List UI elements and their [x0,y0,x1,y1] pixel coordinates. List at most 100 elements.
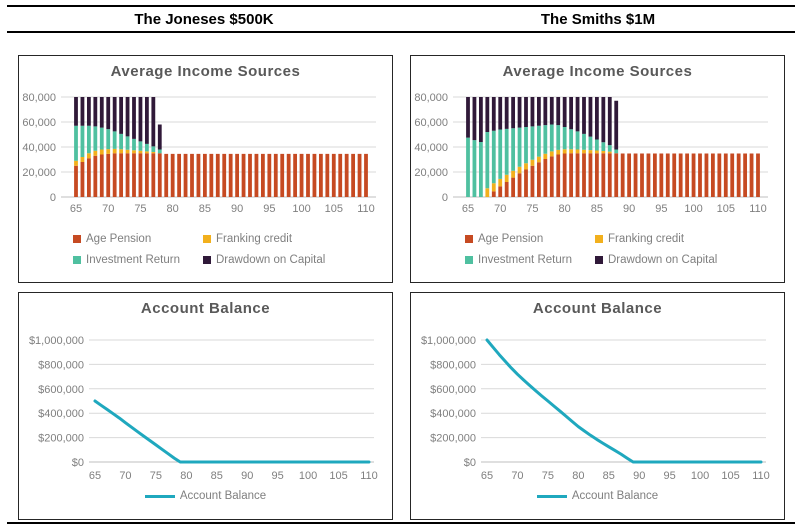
smiths-balance-plot: $0 $200,000 $400,000 $600,000 $800,000 $1,000… [421,335,770,482]
svg-text:0: 0 [50,192,56,204]
svg-text:110: 110 [360,470,378,482]
drawdown-swatch-icon [203,256,211,264]
balance-legend: Account Balance [411,490,784,502]
account-balance-line-swatch-icon [144,494,175,498]
svg-text:$800,000: $800,000 [38,359,84,371]
chart-title: Average Income Sources [110,63,301,80]
chart-title: Account Balance [532,300,663,317]
chart-title: Account Balance [140,300,271,317]
svg-text:95: 95 [655,203,667,215]
investment-return-swatch-icon [465,256,473,264]
svg-text:75: 75 [542,470,554,482]
svg-text:100: 100 [299,470,317,482]
svg-text:$600,000: $600,000 [430,384,476,396]
panel-joneses-income: Average Income Sources 0 20,000 40,000 60,0… [18,55,393,283]
legend-item-age-pension: Age Pension [465,233,595,245]
svg-text:$400,000: $400,000 [430,408,476,420]
comparison-header: The Joneses $500K The Smiths $1M [7,5,795,33]
bottom-divider [7,522,795,524]
svg-text:85: 85 [603,470,615,482]
svg-text:70: 70 [494,203,506,215]
panel-smiths-balance: Account Balance $0 $200,000 $400,000 $600,0… [410,292,785,520]
svg-text:0: 0 [442,192,448,204]
svg-text:20,000: 20,000 [414,167,448,179]
svg-text:$200,000: $200,000 [38,433,84,445]
svg-text:$800,000: $800,000 [430,359,476,371]
legend-item-franking-credit: Franking credit [203,233,392,245]
svg-text:60,000: 60,000 [414,117,448,129]
left-scenario-title: The Joneses $500K [134,11,274,28]
legend-label: Investment Return [478,254,572,266]
svg-text:95: 95 [263,203,275,215]
legend-label: Account Balance [179,490,267,502]
svg-text:$1,000,000: $1,000,000 [29,335,84,347]
svg-text:110: 110 [357,203,375,215]
drawdown-swatch-icon [595,256,603,264]
svg-text:80: 80 [572,470,584,482]
svg-text:$400,000: $400,000 [38,408,84,420]
svg-text:65: 65 [462,203,474,215]
svg-text:40,000: 40,000 [22,142,56,154]
svg-text:70: 70 [511,470,523,482]
svg-text:105: 105 [721,470,739,482]
franking-credit-swatch-icon [595,235,603,243]
smiths-income-plot: 0 20,000 40,000 60,000 80,000 65 70 75 80 85 90 95 1… [414,92,768,215]
svg-text:65: 65 [89,470,101,482]
svg-text:70: 70 [102,203,114,215]
svg-text:100: 100 [691,470,709,482]
legend-item-investment-return: Investment Return [73,254,203,266]
svg-text:80: 80 [180,470,192,482]
svg-text:105: 105 [329,470,347,482]
income-legend: Age Pension Franking credit Investment R… [411,233,784,266]
legend-item-investment-return: Investment Return [465,254,595,266]
svg-text:110: 110 [752,470,770,482]
svg-text:75: 75 [526,203,538,215]
investment-return-swatch-icon [73,256,81,264]
age-pension-swatch-icon [465,235,473,243]
svg-text:80: 80 [167,203,179,215]
balance-legend: Account Balance [19,490,392,502]
svg-text:80,000: 80,000 [414,92,448,104]
svg-text:100: 100 [292,203,310,215]
svg-text:85: 85 [199,203,211,215]
legend-item-drawdown: Drawdown on Capital [595,254,784,266]
svg-text:105: 105 [325,203,343,215]
joneses-balance-plot: $0 $200,000 $400,000 $600,000 $800,000 $1,000… [29,335,378,482]
svg-text:$0: $0 [464,457,476,469]
legend-label: Investment Return [86,254,180,266]
legend-item-franking-credit: Franking credit [595,233,784,245]
income-legend: Age Pension Franking credit Investment R… [19,233,392,266]
right-scenario-title: The Smiths $1M [540,11,656,28]
svg-text:$1,000,000: $1,000,000 [421,335,476,347]
svg-text:90: 90 [231,203,243,215]
svg-text:90: 90 [633,470,645,482]
legend-label: Age Pension [86,233,152,245]
panel-smiths-income: Average Income Sources 0 20,000 40,000 60,0… [410,55,785,283]
joneses-income-plot: 0 20,000 40,000 60,000 80,000 65 70 75 80 85 90 95 1… [22,92,376,215]
svg-text:75: 75 [134,203,146,215]
legend-label: Account Balance [571,490,659,502]
legend-label: Drawdown on Capital [216,254,326,266]
svg-text:65: 65 [481,470,493,482]
svg-text:65: 65 [70,203,82,215]
age-pension-swatch-icon [73,235,81,243]
svg-text:95: 95 [272,470,284,482]
legend-item-age-pension: Age Pension [73,233,203,245]
svg-text:80,000: 80,000 [22,92,56,104]
svg-text:$200,000: $200,000 [430,433,476,445]
svg-text:90: 90 [623,203,635,215]
franking-credit-swatch-icon [203,235,211,243]
svg-text:90: 90 [241,470,253,482]
chart-grid: Average Income Sources 0 20,000 40,000 60,0… [18,55,785,520]
svg-text:80: 80 [559,203,571,215]
legend-label: Drawdown on Capital [608,254,718,266]
svg-text:95: 95 [664,470,676,482]
svg-text:105: 105 [717,203,735,215]
svg-text:70: 70 [119,470,131,482]
svg-text:40,000: 40,000 [414,142,448,154]
chart-title: Average Income Sources [502,63,693,80]
panel-joneses-balance: Account Balance $0 $200,000 $400,000 $600,0… [18,292,393,520]
svg-text:$600,000: $600,000 [38,384,84,396]
svg-text:100: 100 [684,203,702,215]
legend-label: Franking credit [608,233,685,245]
